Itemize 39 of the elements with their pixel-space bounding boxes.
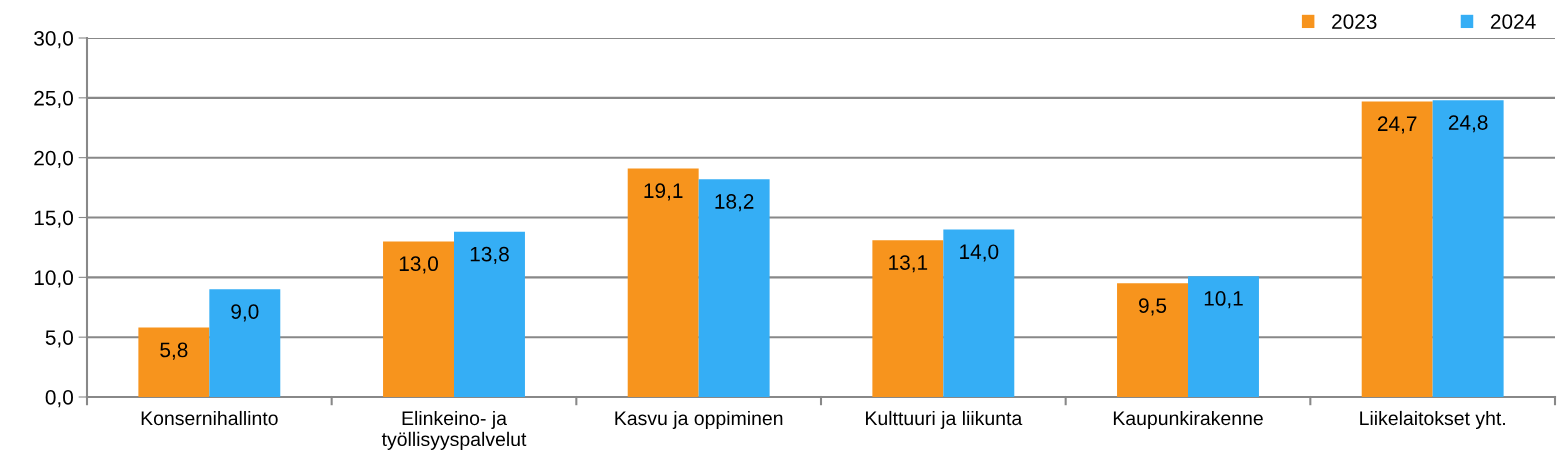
- x-tick-label: Konsernihallinto: [141, 410, 278, 426]
- data-label: 10,1: [1204, 291, 1243, 309]
- bar: [627, 168, 699, 397]
- y-tick-label: 15,0: [34, 210, 73, 228]
- bar: [138, 327, 210, 397]
- x-tick-label: Liikelaitokset yht.: [1360, 410, 1505, 430]
- data-label: 13,0: [399, 256, 438, 274]
- y-tick-label: 30,0: [34, 31, 73, 49]
- y-tick-label: 10,0: [34, 270, 73, 288]
- bar: [1188, 276, 1259, 397]
- bar: [1117, 283, 1188, 397]
- bar: [1361, 101, 1433, 397]
- bar: [698, 179, 770, 397]
- bar: [454, 231, 525, 397]
- data-label: 13,1: [889, 255, 928, 273]
- x-tick-label: Elinkeino- ja työllisyyspalvelut: [381, 410, 527, 450]
- data-label: 14,0: [960, 244, 999, 262]
- data-label: 13,8: [470, 246, 509, 264]
- bar: [943, 229, 1015, 397]
- data-label: 19,1: [644, 183, 683, 201]
- x-tick-label: Kaupunkirakenne: [1113, 410, 1263, 430]
- y-tick-label: 0,0: [45, 390, 73, 408]
- data-label: 5,8: [160, 342, 188, 360]
- data-label: 9,0: [231, 304, 259, 322]
- data-label: 9,5: [1139, 298, 1167, 316]
- y-tick-label: 25,0: [34, 90, 73, 109]
- legend-label: 2023: [1332, 14, 1377, 29]
- y-tick-label: 20,0: [34, 150, 73, 168]
- x-tick-label: Kasvu ja oppiminen: [615, 410, 783, 430]
- bar: [872, 240, 944, 397]
- data-label: 24,7: [1377, 116, 1417, 134]
- bar: [1432, 100, 1504, 397]
- data-label: 18,2: [715, 194, 754, 212]
- bar: [209, 289, 281, 397]
- x-tick-label: Kulttuuri ja liikunta: [866, 410, 1023, 430]
- y-tick-label: 5,0: [45, 330, 73, 348]
- data-label: 24,8: [1448, 115, 1488, 133]
- legend-label: 2024: [1490, 14, 1536, 29]
- bar: [383, 241, 454, 397]
